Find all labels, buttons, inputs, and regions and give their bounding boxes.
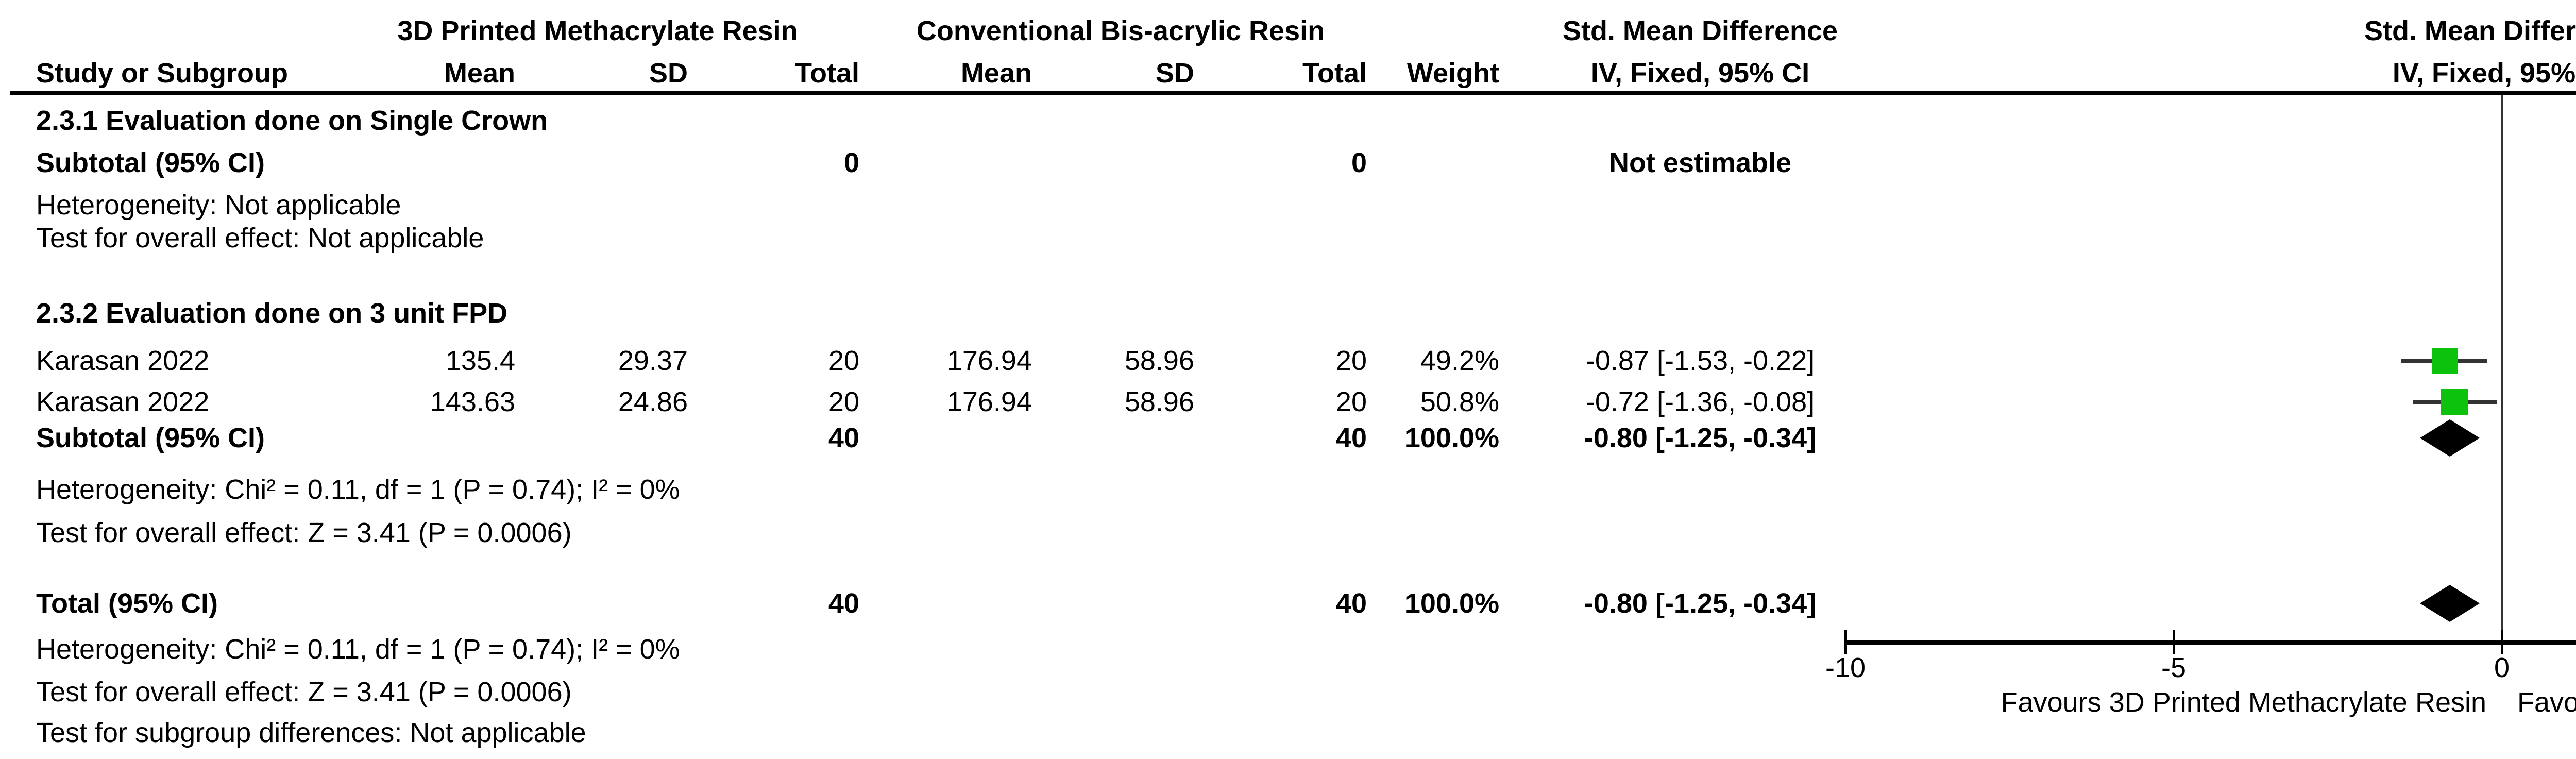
column-mean-2: Mean	[960, 58, 1032, 89]
study-row-2-sd-2: 58.96	[1124, 386, 1194, 417]
section-1-subtotal-label: Subtotal (95% CI)	[36, 147, 265, 178]
x-axis-tick-0	[2501, 630, 2503, 654]
total-total-1: 40	[828, 588, 859, 619]
section-2-subtotal-ci: -0.80 [-1.25, -0.34]	[1584, 423, 1817, 453]
study-row-1-mean-1: 135.4	[445, 345, 515, 376]
total-total-2: 40	[1335, 588, 1367, 619]
column-mean-1: Mean	[444, 58, 515, 89]
study-row-2-total-1: 20	[828, 386, 859, 417]
study-row-2-weight: 50.8%	[1420, 386, 1499, 417]
section-1-title: 2.3.1 Evaluation done on Single Crown	[36, 105, 548, 136]
favours-left-label: Favours 3D Printed Methacrylate Resin	[2001, 687, 2486, 718]
column-effect-ci: IV, Fixed, 95% CI	[1590, 58, 1810, 89]
plot-title: Std. Mean Difference	[2364, 15, 2576, 46]
study-row-1-marker-square	[2432, 348, 2458, 374]
group1-header: 3D Printed Methacrylate Resin	[397, 15, 798, 46]
header-rule	[10, 91, 2576, 95]
study-row-2-mean-1: 143.63	[430, 386, 515, 417]
x-axis-label-0: 0	[2494, 652, 2510, 683]
section-2-overall-effect: Test for overall effect: Z = 3.41 (P = 0…	[36, 517, 572, 548]
column-total-2: Total	[1302, 58, 1367, 89]
favours-right-label: Favours Conventional Bis-acrylic Resin	[2517, 687, 2576, 718]
section-2-heterogeneity: Heterogeneity: Chi² = 0.11, df = 1 (P = …	[36, 474, 680, 505]
study-row-2-mean-2: 176.94	[946, 386, 1032, 417]
section-2-subtotal-total-2: 40	[1335, 423, 1367, 453]
section-2-title: 2.3.2 Evaluation done on 3 unit FPD	[36, 298, 508, 329]
section-2-subtotal-weight: 100.0%	[1404, 423, 1499, 453]
x-axis-tick-minus10	[1844, 630, 1847, 654]
column-total-1: Total	[795, 58, 859, 89]
total-overall-effect: Test for overall effect: Z = 3.41 (P = 0…	[36, 677, 572, 707]
total-heterogeneity: Heterogeneity: Chi² = 0.11, df = 1 (P = …	[36, 634, 680, 665]
section-1-subtotal-total-2: 0	[1351, 147, 1367, 178]
section-1-heterogeneity: Heterogeneity: Not applicable	[36, 190, 401, 221]
zero-line	[2501, 95, 2503, 643]
study-row-2-sd-1: 24.86	[618, 386, 688, 417]
subgroup-differences: Test for subgroup differences: Not appli…	[36, 717, 586, 748]
study-row-1-ci-text: -0.87 [-1.53, -0.22]	[1585, 345, 1815, 376]
section-2-subtotal-label: Subtotal (95% CI)	[36, 423, 265, 453]
group2-header: Conventional Bis-acrylic Resin	[916, 15, 1325, 46]
total-label: Total (95% CI)	[36, 588, 218, 619]
study-row-1-sd-1: 29.37	[618, 345, 688, 376]
study-row-1-mean-2: 176.94	[946, 345, 1032, 376]
study-row-2-ci-text: -0.72 [-1.36, -0.08]	[1585, 386, 1815, 417]
total-ci: -0.80 [-1.25, -0.34]	[1584, 588, 1817, 619]
study-row-1-total-2: 20	[1335, 345, 1367, 376]
x-axis-tick-minus5	[2173, 630, 2175, 654]
x-axis-label-minus10: -10	[1825, 652, 1866, 683]
section-1-subtotal-total-1: 0	[843, 147, 859, 178]
column-sd-2: SD	[1155, 58, 1194, 89]
plot-subtitle: IV, Fixed, 95% CI	[2392, 58, 2576, 89]
column-weight: Weight	[1407, 58, 1499, 89]
section-1-overall-effect: Test for overall effect: Not applicable	[36, 223, 484, 254]
subtotal-diamond	[2420, 419, 2480, 457]
study-row-1-weight: 49.2%	[1420, 345, 1499, 376]
study-row-2-marker-square	[2441, 389, 2468, 415]
study-row-1-name: Karasan 2022	[36, 345, 210, 376]
study-row-1-total-1: 20	[828, 345, 859, 376]
x-axis-label-minus5: -5	[2161, 652, 2187, 683]
study-row-1-sd-2: 58.96	[1124, 345, 1194, 376]
column-sd-1: SD	[649, 58, 688, 89]
effect-column-title: Std. Mean Difference	[1562, 15, 1838, 46]
total-weight: 100.0%	[1404, 588, 1499, 619]
section-2-subtotal-total-1: 40	[828, 423, 859, 453]
x-axis-line	[1845, 640, 2576, 645]
section-1-subtotal-ci: Not estimable	[1608, 147, 1792, 178]
study-row-2-total-2: 20	[1335, 386, 1367, 417]
study-row-2-name: Karasan 2022	[36, 386, 210, 417]
total-diamond	[2420, 585, 2480, 622]
column-study: Study or Subgroup	[36, 58, 288, 89]
